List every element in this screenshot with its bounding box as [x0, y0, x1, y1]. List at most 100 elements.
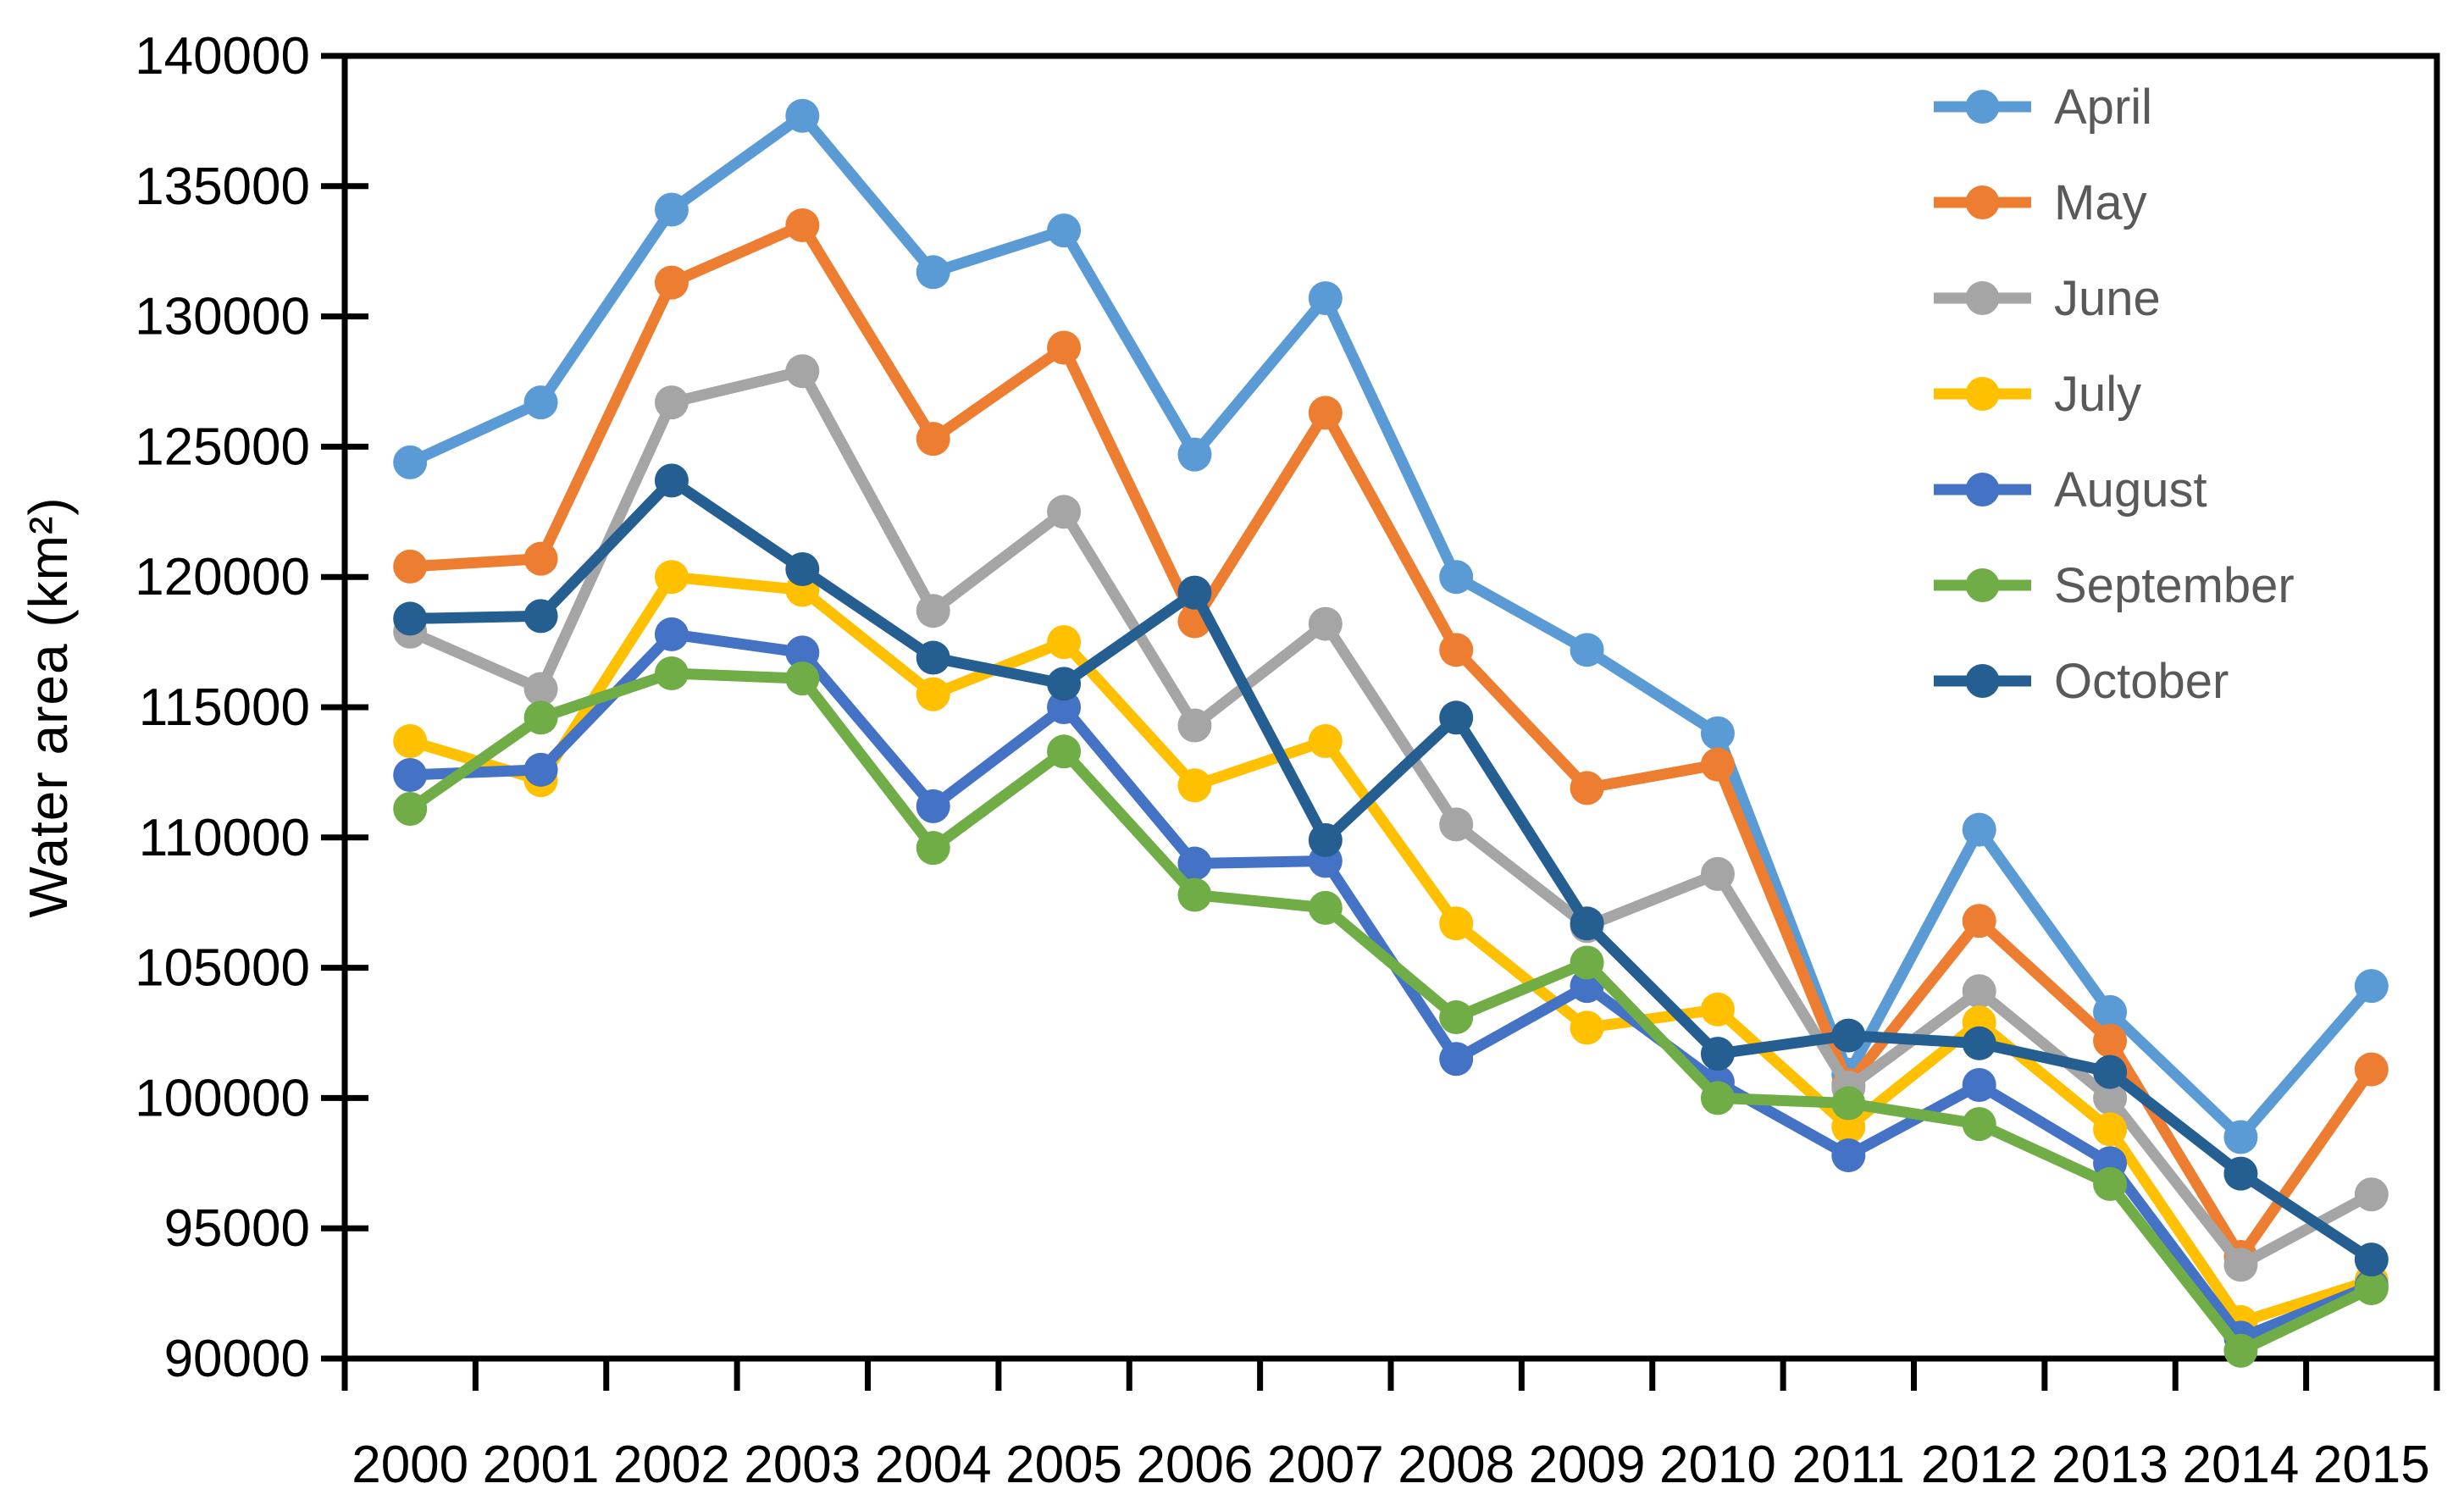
point-may-2002 — [654, 265, 689, 300]
point-august-2001 — [523, 752, 558, 787]
x-tick-label: 2002 — [613, 1436, 730, 1494]
point-june-2010 — [1700, 856, 1735, 891]
series-line-august — [404, 628, 2378, 1343]
point-august-2002 — [654, 617, 689, 651]
point-october-2000 — [393, 601, 428, 636]
point-may-2000 — [393, 549, 428, 584]
legend: April May June July August September October — [1934, 80, 2295, 709]
point-october-2005 — [1047, 667, 1082, 701]
series-line-may — [404, 219, 2378, 1263]
point-july-2011 — [1831, 1110, 1866, 1144]
y-tick-label: 110000 — [139, 809, 310, 867]
point-september-2014 — [2223, 1333, 2258, 1368]
legend-marker-dot — [1965, 473, 2000, 506]
point-october-2007 — [1308, 822, 1343, 857]
point-may-2013 — [2093, 1023, 2128, 1058]
y-tick-label: 90000 — [164, 1330, 310, 1388]
legend-marker-dot — [1965, 90, 2000, 124]
y-tick-label: 95000 — [164, 1199, 310, 1258]
point-october-2015 — [2354, 1243, 2389, 1277]
plot-border — [341, 53, 2440, 1362]
series-may — [393, 208, 2389, 1275]
point-june-2004 — [916, 594, 950, 628]
point-september-2000 — [393, 791, 428, 826]
point-may-2009 — [1570, 771, 1604, 805]
point-september-2013 — [2093, 1166, 2128, 1201]
point-august-2012 — [1962, 1068, 1996, 1103]
y-tick-label: 135000 — [135, 158, 310, 216]
legend-item-september: September — [1934, 558, 2295, 613]
legend-marker-dot — [1965, 377, 2000, 411]
point-april-2001 — [523, 385, 558, 420]
point-may-2007 — [1308, 396, 1343, 430]
point-june-2002 — [654, 385, 689, 420]
x-tick-label: 2003 — [744, 1436, 861, 1494]
point-may-2001 — [523, 541, 558, 576]
point-september-2015 — [2354, 1270, 2389, 1305]
legend-label: May — [2054, 175, 2147, 230]
point-april-2012 — [1962, 812, 1996, 847]
point-june-2005 — [1047, 495, 1082, 529]
x-axis: 2000 2001 2002 2003 2004 2005 2006 2007 2008 2009… — [341, 1359, 2440, 1494]
x-tick-label: 2007 — [1267, 1436, 1384, 1494]
point-june-2014 — [2223, 1248, 2258, 1282]
point-june-2001 — [523, 672, 558, 706]
x-tick-label: 2013 — [2051, 1436, 2168, 1494]
point-april-2005 — [1047, 213, 1082, 248]
point-september-2005 — [1047, 734, 1082, 769]
legend-label: August — [2054, 462, 2207, 518]
point-august-2008 — [1439, 1042, 1474, 1077]
point-october-2002 — [654, 463, 689, 498]
point-september-2001 — [523, 700, 558, 735]
x-tick-label: 2012 — [1921, 1436, 2038, 1494]
point-july-2002 — [654, 560, 689, 595]
point-august-2005 — [1047, 690, 1082, 724]
point-may-2003 — [785, 208, 820, 242]
x-tick-label: 2008 — [1398, 1436, 1514, 1494]
point-may-2004 — [916, 422, 950, 457]
point-july-2007 — [1308, 723, 1343, 758]
series-line-june — [404, 365, 2378, 1270]
point-may-2012 — [1962, 904, 1996, 938]
series-line-october — [404, 474, 2378, 1265]
y-tick-label: 130000 — [135, 288, 310, 346]
y-tick-label: 100000 — [135, 1069, 310, 1127]
x-tick-label: 2004 — [875, 1436, 992, 1494]
point-september-2012 — [1962, 1107, 1996, 1142]
legend-label: July — [2054, 367, 2141, 422]
point-october-2001 — [523, 599, 558, 634]
x-tick-label: 2006 — [1136, 1436, 1253, 1494]
x-tick-label: 2005 — [1005, 1436, 1122, 1494]
point-april-2004 — [916, 255, 950, 290]
legend-marker-dot — [1965, 185, 2000, 219]
point-june-2013 — [2093, 1081, 2128, 1115]
legend-label: April — [2054, 80, 2152, 135]
series-april — [393, 98, 2389, 1154]
point-june-2008 — [1439, 807, 1474, 842]
point-may-2015 — [2354, 1052, 2389, 1087]
y-tick-label: 125000 — [135, 418, 310, 476]
point-june-2003 — [785, 354, 820, 389]
point-july-2006 — [1177, 768, 1212, 803]
legend-marker-dot — [1965, 664, 2000, 698]
point-april-2014 — [2223, 1120, 2258, 1154]
x-tick-label: 2001 — [483, 1436, 600, 1494]
series-october — [393, 463, 2389, 1277]
point-july-2013 — [2093, 1112, 2128, 1147]
x-tick-label: 2011 — [1792, 1436, 1905, 1494]
legend-item-july: July — [1934, 367, 2141, 422]
point-july-2004 — [916, 677, 950, 711]
x-tick-label: 2014 — [2182, 1436, 2299, 1494]
y-tick-label: 105000 — [135, 939, 310, 998]
legend-item-april: April — [1934, 80, 2152, 135]
point-april-2015 — [2354, 969, 2389, 1004]
y-axis: 90000 95000 100000 105000 110000 115000 120000… — [135, 27, 368, 1388]
y-tick-label: 115000 — [139, 678, 310, 737]
legend-item-october: October — [1934, 654, 2229, 709]
point-july-2009 — [1570, 1010, 1604, 1045]
series-september — [393, 656, 2389, 1368]
point-august-2000 — [393, 757, 428, 792]
legend-label: June — [2054, 271, 2161, 326]
